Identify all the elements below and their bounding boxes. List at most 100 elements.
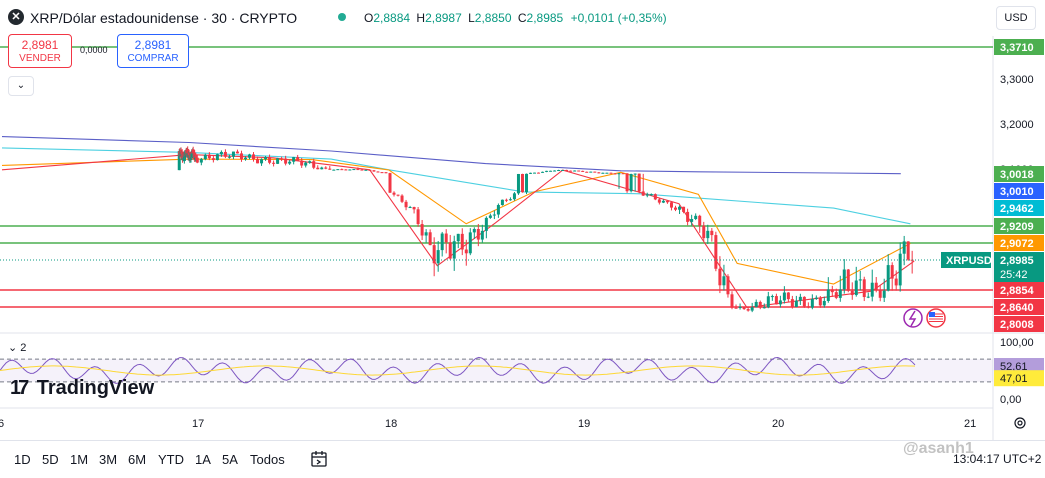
bottom-toolbar: 1D 5D 1M 3M 6M YTD 1A 5A Todos 13:04:17 … [0, 440, 1045, 478]
candle-body [412, 207, 416, 210]
ohlc-high-value: 2,8987 [425, 11, 462, 25]
timeframe-all[interactable]: Todos [250, 452, 285, 467]
candles-group [177, 146, 914, 313]
candle-body [874, 282, 878, 291]
symbol-title[interactable]: XRP/Dólar estadounidense · 30 · CRYPTO [30, 10, 298, 26]
timeframe-5a[interactable]: 5A [222, 452, 238, 467]
candle-body [537, 172, 541, 174]
candle-body [577, 170, 581, 172]
candle-body [368, 169, 372, 171]
rsi-pane-toggle[interactable]: ⌄ 2 [8, 341, 26, 354]
candle-body [203, 154, 207, 160]
candle-body [722, 276, 726, 286]
candle-body [288, 161, 292, 164]
timeframe-1a[interactable]: 1A [195, 452, 211, 467]
rsi-axis-tick-1: 0,00 [1000, 394, 1021, 406]
candle-body [276, 158, 280, 164]
time-axis-tick-3: 19 [578, 418, 590, 430]
timeframe-6m[interactable]: 6M [128, 452, 147, 467]
candle-body [436, 250, 440, 264]
candle-body [464, 249, 468, 254]
candle-body [484, 217, 488, 231]
candle-body [593, 171, 597, 173]
candle-body [738, 306, 742, 309]
candle-body [653, 194, 657, 200]
candle-body [308, 161, 312, 163]
candle-body [520, 173, 524, 193]
symbol-tag-bg [941, 252, 991, 268]
candle-body [790, 299, 794, 308]
timeframe-1d[interactable]: 1D [14, 452, 31, 467]
candle-body [589, 171, 593, 173]
candle-body [364, 169, 368, 171]
candle-body [553, 170, 557, 172]
candle-body [292, 157, 296, 162]
candle-body [264, 157, 268, 160]
candle-body [573, 170, 577, 172]
candle-body [742, 306, 746, 310]
timeframe-3m[interactable]: 3M [99, 452, 118, 467]
chevron-down-icon: ⌄ [16, 80, 26, 91]
candle-body [440, 233, 444, 251]
rsi-tag-bg-0 [994, 358, 1044, 375]
candle-body [669, 202, 673, 208]
candle-body [219, 151, 223, 155]
candle-body [194, 155, 198, 158]
timeframe-1m[interactable]: 1M [70, 452, 89, 467]
candle-body [508, 199, 512, 201]
candle-body [561, 169, 565, 171]
candle-body [794, 300, 798, 308]
candle-body [678, 206, 682, 210]
candle-body [882, 290, 886, 298]
sell-label: VENDER [19, 53, 61, 64]
candle-body [480, 230, 484, 240]
utc-clock[interactable]: 13:04:17 UTC+2 [953, 452, 1042, 466]
candle-body [569, 170, 573, 172]
candle-body [504, 199, 508, 201]
collapse-legend-button[interactable]: ⌄ [8, 76, 34, 96]
lightning-glyph [908, 310, 917, 327]
candle-body [452, 241, 456, 259]
price-tag-1: 3,0018 [1000, 169, 1034, 181]
gear-icon[interactable] [1013, 416, 1027, 430]
candle-body [746, 309, 750, 311]
candle-body [388, 173, 392, 193]
candle-body [332, 169, 336, 171]
candle-body [400, 195, 404, 202]
candle-body [706, 230, 710, 239]
candle-body [272, 162, 276, 164]
rsi-signal-line [0, 365, 916, 376]
candle-body [629, 173, 633, 192]
candle-body [199, 159, 203, 163]
candle-body [674, 207, 678, 210]
rsi-tag-bg-1 [994, 370, 1044, 387]
timeframe-5d[interactable]: 5D [42, 452, 59, 467]
candle-body [866, 296, 870, 298]
candle-body [189, 157, 193, 160]
candle-body [557, 170, 561, 172]
candle-body [858, 279, 862, 281]
buy-button[interactable]: 2,8981 COMPRAR [117, 34, 189, 68]
calendar-range-icon[interactable] [310, 450, 328, 468]
candle-body [392, 192, 396, 195]
candle-body [476, 229, 480, 240]
moving-average-line-2 [1, 158, 911, 285]
candle-body [227, 156, 231, 158]
candle-body [750, 307, 754, 311]
candle-body [597, 172, 601, 174]
candle-body [786, 292, 790, 300]
currency-select[interactable]: USD [996, 6, 1036, 30]
buy-label: COMPRAR [127, 53, 179, 64]
time-axis-tick-1: 17 [192, 418, 204, 430]
timeframe-ytd[interactable]: YTD [158, 452, 184, 467]
sell-button[interactable]: 2,8981 VENDER [8, 34, 72, 68]
candle-body [432, 245, 436, 264]
tradingview-logo[interactable]: 17 TradingView [10, 377, 154, 403]
candle-body [698, 215, 702, 226]
candle-body [260, 159, 264, 164]
candle-body [838, 289, 842, 298]
candle-body [842, 269, 846, 290]
candle-body [778, 300, 782, 305]
candle-body [714, 235, 718, 269]
candle-body [686, 211, 690, 222]
